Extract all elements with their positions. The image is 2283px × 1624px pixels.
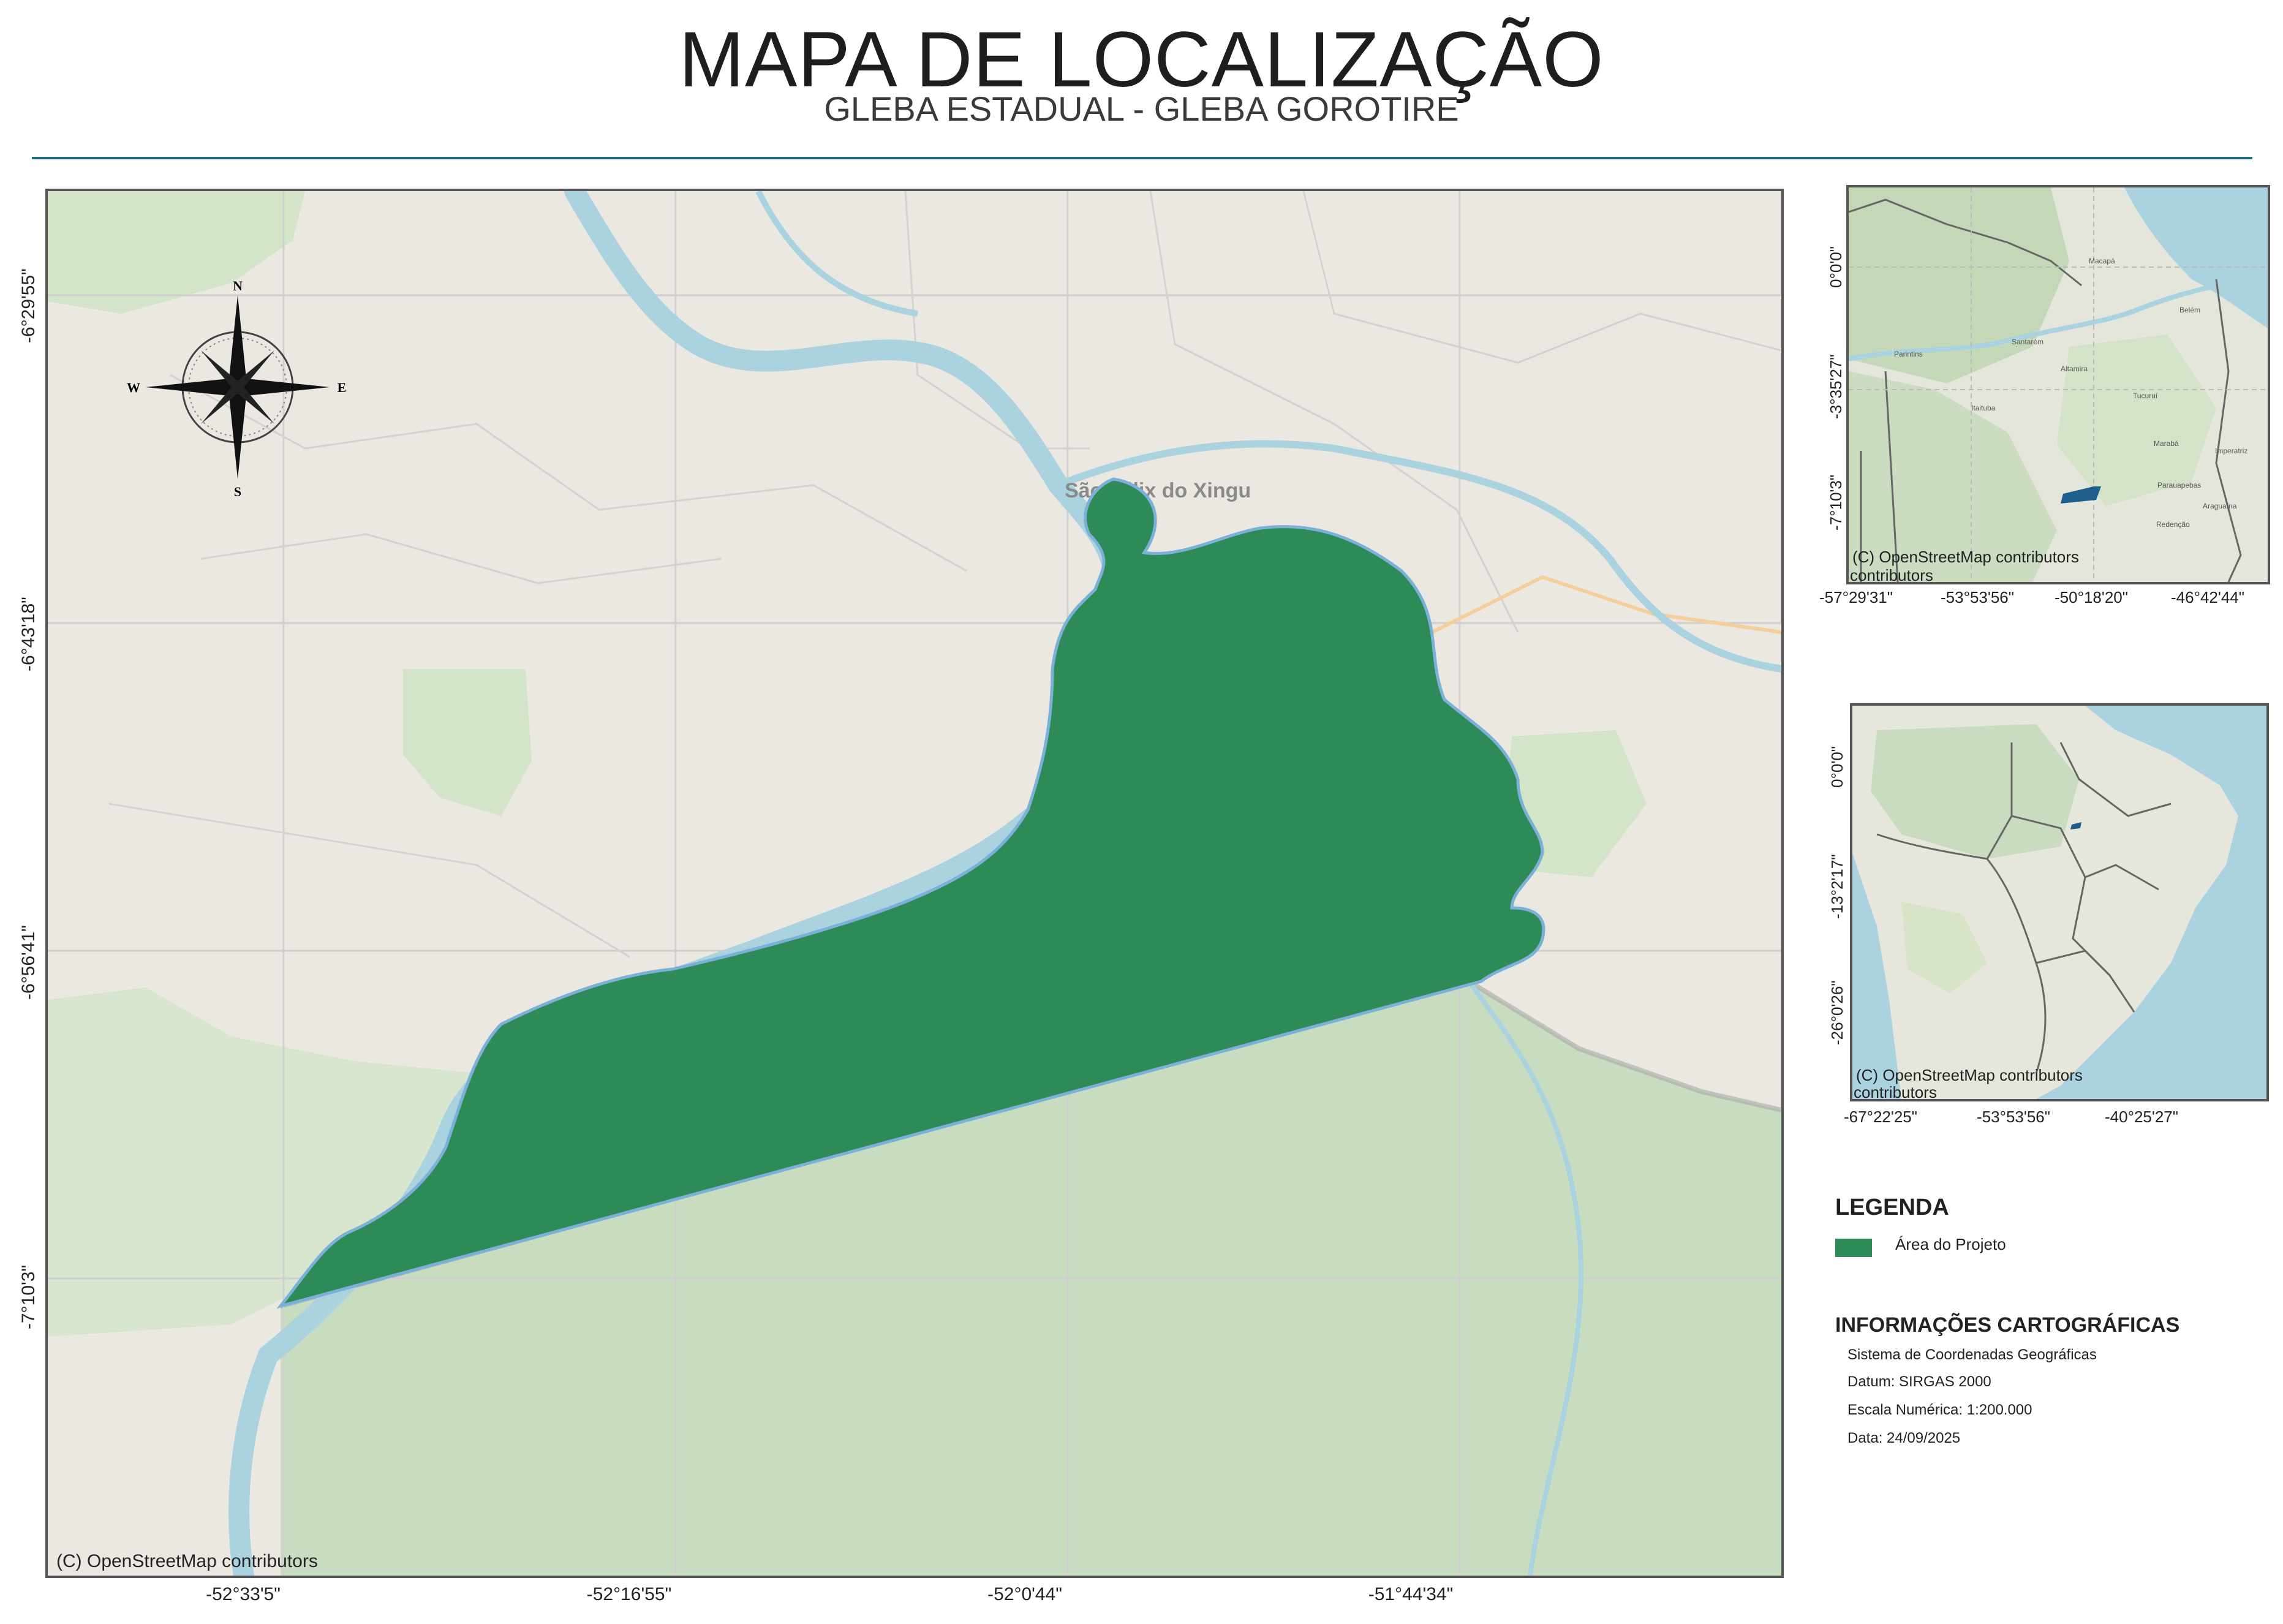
info-heading: INFORMAÇÕES CARTOGRÁFICAS [1835, 1313, 2180, 1337]
highway [1419, 575, 1781, 640]
country-x-label-1: -67°22'25" [1843, 1108, 1918, 1126]
region-y-label-1: 0°0'0" [1827, 246, 1845, 288]
inset-map-country[interactable]: (C) OpenStreetMap contributors [1850, 703, 2269, 1101]
svg-text:Marabá: Marabá [2154, 439, 2179, 448]
pacific-coast [1852, 853, 1901, 1099]
info-date: Data: 24/09/2025 [1847, 1430, 1961, 1446]
river-branch [755, 191, 918, 317]
country-y-label-1: 0°0'0" [1828, 746, 1846, 788]
region-y-label-3: -7°10'3" [1827, 474, 1845, 531]
roads [108, 191, 1781, 958]
svg-text:Altamira: Altamira [2061, 364, 2088, 373]
project-location-marker [2070, 822, 2081, 829]
region-x-label-4: -46°42'44" [2170, 588, 2245, 606]
country-x-label-3: -40°25'27" [2104, 1108, 2179, 1126]
ocean [2124, 187, 2268, 328]
region-x-label-2: -53°53'56" [1940, 588, 2015, 606]
main-map-canvas: São Félix do Xingu (C) OpenStreetMap con… [48, 191, 1781, 1576]
forest-area [2057, 334, 2216, 506]
info-datum: Datum: SIRGAS 2000 [1847, 1373, 1991, 1390]
forest-area [1849, 187, 2069, 383]
forest-area [1849, 371, 2057, 582]
inset-country-attribution-cont: contributors [1854, 1083, 1937, 1101]
inset-region-canvas: Macapá Belém Santarém Altamira Marabá Pa… [1849, 187, 2268, 582]
page-title: MAPA DE LOCALIZAÇÃO [679, 16, 1604, 104]
river-fresco [1057, 440, 1781, 673]
compass-n: N [233, 278, 243, 293]
state-border [1849, 198, 2082, 582]
legend-swatch-project-area [1835, 1239, 1872, 1257]
inset-map-region[interactable]: Macapá Belém Santarém Altamira Marabá Pa… [1846, 185, 2270, 584]
svg-text:Santarém: Santarém [2012, 338, 2043, 346]
state-border [2215, 279, 2242, 582]
country-borders [1876, 742, 2172, 1074]
svg-text:Parintins: Parintins [1894, 350, 1923, 358]
inset-country-canvas: (C) OpenStreetMap contributors [1852, 706, 2266, 1099]
inset-country-attribution: (C) OpenStreetMap contributors [1856, 1066, 2083, 1084]
legend-label-project-area: Área do Projeto [1895, 1235, 2006, 1253]
country-y-label-2: -13°2'17" [1828, 854, 1846, 919]
main-y-label-3: -6°56'41" [18, 925, 39, 1000]
forest-area [1871, 724, 2079, 859]
info-scale: Escala Numérica: 1:200.000 [1847, 1402, 2032, 1418]
country-x-label-2: -53°53'56" [1976, 1108, 2051, 1126]
forest-area [48, 988, 599, 1337]
amazon-river [1849, 283, 2217, 361]
inset-region-places: Macapá Belém Santarém Altamira Marabá Pa… [1894, 257, 2247, 529]
info-coordinate-system: Sistema de Coordenadas Geográficas [1847, 1346, 2097, 1363]
main-y-label-4: -7°10'3" [18, 1264, 39, 1329]
compass-w: W [127, 380, 140, 395]
main-x-label-3: -52°0'44" [987, 1584, 1062, 1604]
compass-rose-icon: N S E W [127, 278, 346, 499]
title-divider [32, 157, 2252, 159]
svg-text:Tucuruí: Tucuruí [2133, 391, 2158, 400]
compass-s: S [234, 484, 241, 499]
project-location-marker [2061, 486, 2101, 504]
svg-text:Imperatriz: Imperatriz [2215, 447, 2247, 455]
svg-text:Belém: Belém [2179, 306, 2200, 314]
inset-region-attribution: (C) OpenStreetMap contributors [1852, 548, 2079, 566]
map-attribution: (C) OpenStreetMap contributors [56, 1551, 318, 1571]
main-y-label-2: -6°43'18" [18, 597, 39, 671]
svg-text:Araguaína: Araguaína [2203, 502, 2237, 510]
legend-heading: LEGENDA [1835, 1195, 1949, 1220]
region-y-label-2: -3°35'27" [1827, 354, 1845, 419]
compass-e: E [338, 380, 347, 395]
main-map[interactable]: São Félix do Xingu (C) OpenStreetMap con… [45, 189, 1784, 1578]
region-x-label-3: -50°18'20" [2054, 588, 2129, 606]
svg-text:Redenção: Redenção [2156, 520, 2190, 529]
main-x-label-4: -51°44'34" [1368, 1584, 1454, 1604]
svg-text:Parauapebas: Parauapebas [2157, 481, 2201, 489]
main-x-label-2: -52°16'55" [586, 1584, 672, 1604]
project-area-polygon[interactable] [276, 477, 1545, 1309]
main-y-label-1: -6°29'55" [18, 268, 39, 343]
forest-area [403, 669, 532, 816]
main-x-label-1: -52°33'5" [206, 1584, 281, 1604]
country-y-label-3: -26°0'26" [1828, 980, 1846, 1045]
inset-region-attribution-cont: contributors [1850, 566, 1933, 584]
svg-text:Itaituba: Itaituba [1971, 404, 1996, 412]
river-south [1466, 980, 1584, 1576]
forest-area [1901, 902, 1987, 994]
region-x-label-1: -57°29'31" [1819, 588, 1893, 606]
forest-area [48, 191, 305, 314]
page-subtitle: GLEBA ESTADUAL - GLEBA GOROTIRE [824, 89, 1459, 128]
svg-text:Macapá: Macapá [2089, 257, 2115, 265]
